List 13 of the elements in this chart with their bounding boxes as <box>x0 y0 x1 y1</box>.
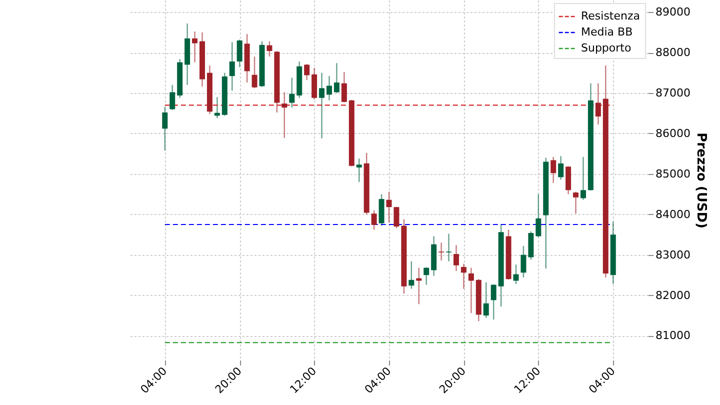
y-tick-label: 88000 <box>656 46 690 60</box>
y-tick-label: 89000 <box>656 6 690 19</box>
y-axis-title: Prezzo (USD) <box>693 132 708 228</box>
y-tick-label: 87000 <box>656 86 690 100</box>
legend-label: Resistenza <box>581 10 640 22</box>
y-tick-label: 82000 <box>656 288 690 302</box>
legend-label: Media BB <box>581 26 633 38</box>
legend-label: Supporto <box>581 42 632 54</box>
y-tick-label: 86000 <box>656 126 690 140</box>
y-tick-label: 85000 <box>656 167 690 180</box>
y-tick-label: 81000 <box>656 329 690 342</box>
y-tick-label: 83000 <box>656 248 690 262</box>
y-tick-label: 84000 <box>656 208 690 221</box>
